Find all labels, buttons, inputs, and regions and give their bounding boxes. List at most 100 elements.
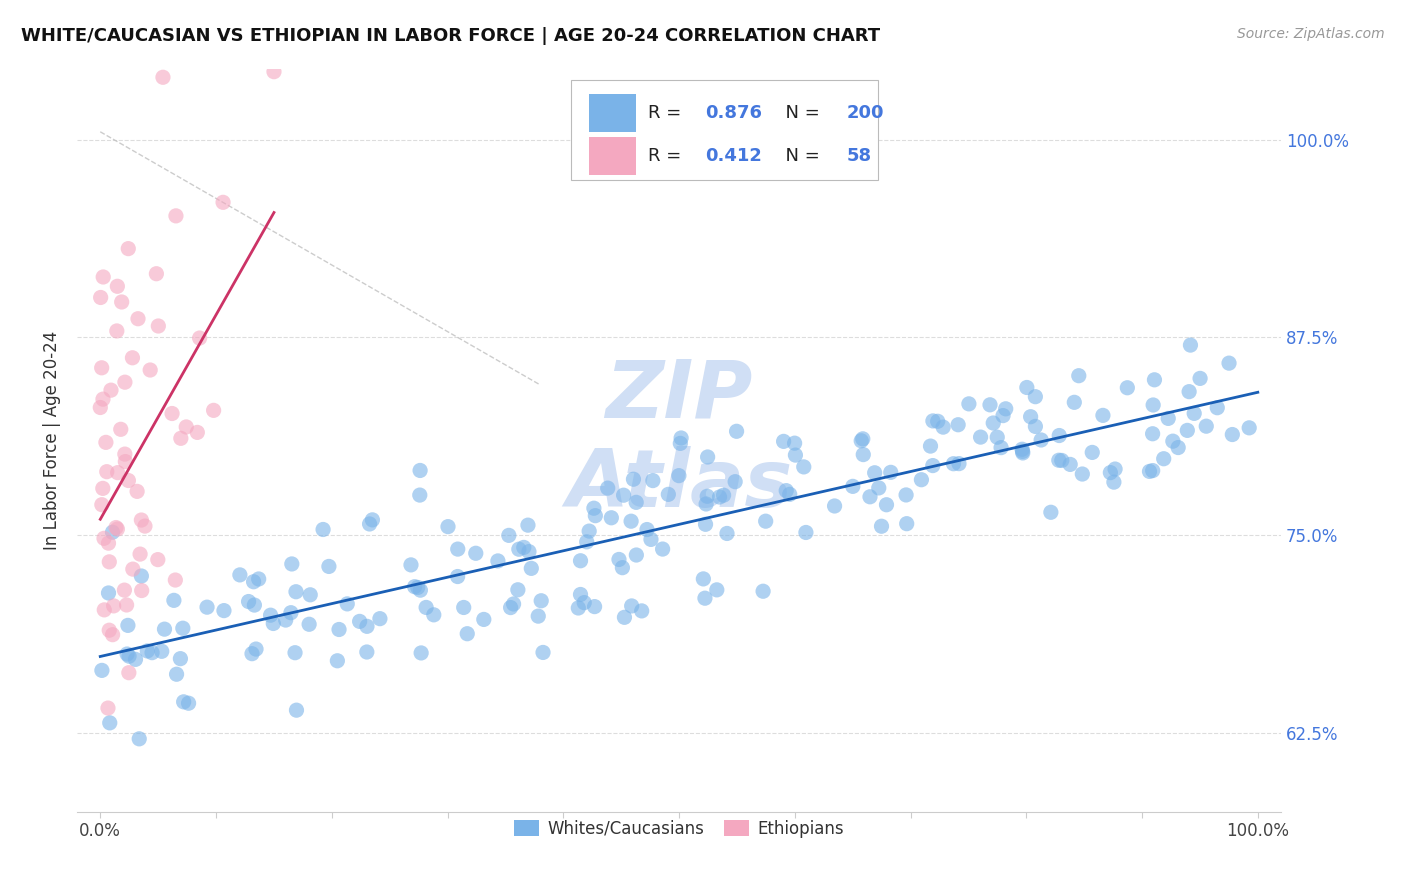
Point xyxy=(153,622,176,636)
Point xyxy=(1116,381,1139,395)
Point xyxy=(1031,433,1053,447)
Point xyxy=(709,490,731,504)
Point xyxy=(868,481,890,495)
Point xyxy=(1218,356,1240,370)
Point xyxy=(600,510,623,524)
Point xyxy=(921,458,943,473)
Point xyxy=(824,499,846,513)
Point xyxy=(794,525,817,540)
Point xyxy=(1071,467,1094,481)
Point xyxy=(486,554,509,568)
Point xyxy=(793,459,815,474)
Point xyxy=(280,606,302,620)
Point xyxy=(212,195,235,210)
Point xyxy=(990,441,1012,455)
Point xyxy=(1102,475,1125,490)
Point xyxy=(446,569,468,583)
Point xyxy=(582,501,605,516)
Point xyxy=(607,552,630,566)
Point xyxy=(101,628,124,642)
Point xyxy=(927,414,949,428)
Point xyxy=(127,484,149,499)
Point xyxy=(575,534,598,549)
Point xyxy=(920,439,942,453)
Point xyxy=(299,588,322,602)
Point xyxy=(910,473,932,487)
Point xyxy=(1180,338,1202,352)
Point xyxy=(163,593,186,607)
Point xyxy=(1143,373,1166,387)
Point xyxy=(876,498,898,512)
Point xyxy=(527,609,550,624)
Point xyxy=(706,582,728,597)
Point xyxy=(245,642,267,657)
Point xyxy=(613,610,636,624)
Point xyxy=(464,546,486,560)
Point xyxy=(640,533,662,547)
Point xyxy=(772,434,794,449)
Point xyxy=(131,569,153,583)
Point xyxy=(97,586,120,600)
Point xyxy=(981,416,1004,430)
Point xyxy=(517,544,540,558)
Point xyxy=(472,612,495,626)
Point xyxy=(284,646,307,660)
Point xyxy=(121,351,143,365)
Point xyxy=(166,667,188,681)
Point xyxy=(1059,458,1081,472)
Point xyxy=(1142,464,1164,478)
Point xyxy=(93,603,115,617)
Point xyxy=(359,516,381,531)
Point xyxy=(508,542,530,557)
Point xyxy=(115,598,138,612)
Point xyxy=(98,624,121,638)
Point xyxy=(238,594,260,608)
Text: 58: 58 xyxy=(846,147,872,165)
Point xyxy=(696,450,718,464)
Y-axis label: In Labor Force | Age 20-24: In Labor Force | Age 20-24 xyxy=(44,331,60,549)
Point xyxy=(336,597,359,611)
Point xyxy=(1139,464,1161,478)
Point xyxy=(695,497,717,511)
Point xyxy=(128,731,150,746)
Point xyxy=(574,596,596,610)
Point xyxy=(117,242,139,256)
Text: 200: 200 xyxy=(846,104,884,122)
Point xyxy=(145,267,167,281)
Point xyxy=(98,555,121,569)
Point xyxy=(411,646,433,660)
Point xyxy=(1237,421,1260,435)
Point xyxy=(188,331,211,345)
Point xyxy=(328,623,350,637)
Point xyxy=(859,490,882,504)
Point xyxy=(725,425,748,439)
Point xyxy=(783,436,806,450)
Point xyxy=(779,487,801,501)
Point xyxy=(136,644,159,658)
Point xyxy=(170,431,193,445)
Point xyxy=(692,572,714,586)
Point xyxy=(1050,453,1073,467)
Point xyxy=(583,599,606,614)
Point xyxy=(202,403,225,417)
Point xyxy=(499,600,522,615)
Point xyxy=(453,600,475,615)
Point xyxy=(948,457,970,471)
Point xyxy=(1142,426,1164,441)
Point xyxy=(423,607,446,622)
FancyBboxPatch shape xyxy=(571,79,877,180)
Legend: Whites/Caucasians, Ethiopians: Whites/Caucasians, Ethiopians xyxy=(508,814,851,845)
Point xyxy=(139,363,162,377)
Point xyxy=(1178,384,1201,399)
Point xyxy=(506,582,529,597)
Point xyxy=(620,514,643,528)
Point xyxy=(114,454,136,468)
Point xyxy=(131,513,153,527)
Point xyxy=(578,524,600,538)
Point xyxy=(1011,444,1033,458)
Point xyxy=(569,587,592,601)
Point xyxy=(243,598,266,612)
Point xyxy=(713,488,735,502)
Point xyxy=(1067,368,1090,383)
Point xyxy=(404,580,426,594)
